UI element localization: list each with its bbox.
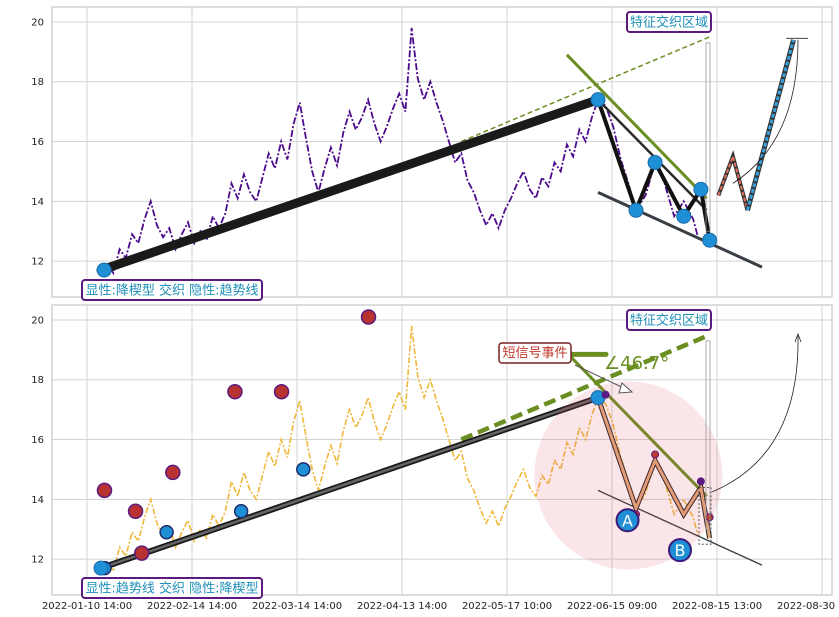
y-tick-label: 20 [31, 315, 44, 326]
signal-marker-red [96, 482, 113, 499]
letter-marker [668, 538, 692, 563]
signal-marker-red [360, 309, 377, 325]
wave-point-marker [651, 450, 660, 459]
bottom-panel: 12 14 16 18 20 2022-01-10 14:00 2022-02-14 14:… [31, 304, 839, 612]
y-tick-label: 20 [31, 17, 44, 28]
x-tick-label: 2022-06-15 09:00 [567, 601, 657, 612]
pivot-marker [702, 232, 718, 248]
forecast-blue [746, 39, 795, 211]
pivot-marker [96, 262, 112, 278]
feature-region-box [626, 11, 712, 33]
letter-marker-label: A [622, 511, 633, 530]
upper-wedge-line [565, 53, 708, 200]
dashed-trend-line [460, 332, 711, 442]
lower-boundary-line [597, 191, 763, 269]
signal-marker-red [273, 383, 290, 400]
pattern-label-box [81, 577, 263, 599]
pattern-label: 显性:趋势线 交织 隐性:降楔型 [85, 581, 258, 597]
event-arrow [574, 364, 629, 391]
y-tick-label: 16 [31, 435, 44, 446]
signal-marker-red [134, 545, 150, 561]
forecast-arrow [711, 335, 799, 493]
x-tick-label: 2022-02-14 14:00 [147, 601, 237, 612]
event-label: 短信号事件 [502, 346, 567, 361]
wave-point-marker [601, 390, 610, 399]
x-tick-label: 2022-08-15 13:00 [672, 601, 762, 612]
y-tick-label: 14 [31, 495, 44, 506]
pivot-marker [676, 208, 692, 224]
lower-boundary-line [597, 489, 763, 566]
x-tick-label: 2022-08-30 14:00 [777, 601, 839, 612]
pivot-marker [628, 202, 644, 218]
feature-region-box [626, 309, 712, 331]
wave-zigzag [596, 99, 712, 241]
range-bar [705, 340, 711, 530]
y-tick-label: 18 [31, 77, 44, 88]
pivot-marker [693, 181, 709, 197]
signal-marker-red [227, 383, 243, 400]
forecast-red [717, 153, 749, 211]
y-tick-label: 14 [31, 197, 44, 208]
angle-label: ∠46.7° [604, 353, 669, 374]
x-tick-label: 2022-05-17 10:00 [462, 601, 552, 612]
highlight-region [534, 381, 723, 570]
x-tick-label: 2022-01-10 14:00 [42, 601, 132, 612]
pivot-marker [647, 154, 663, 170]
signal-marker-red [127, 503, 144, 520]
wave-point-marker [696, 477, 705, 486]
x-tick-label: 2022-04-13 14:00 [357, 601, 447, 612]
x-tick-label: 2022-03-14 14:00 [252, 601, 342, 612]
letter-marker [615, 508, 640, 533]
y-tick-label: 18 [31, 375, 44, 386]
pattern-label: 显性:降楔型 交织 隐性:趋势线 [85, 283, 258, 299]
upper-boundary-line [597, 98, 708, 212]
pivot-marker [93, 560, 109, 576]
trend-line-inner [100, 396, 599, 570]
dashed-trend-line [461, 36, 710, 143]
forecast-arrow [732, 39, 799, 184]
pivot-marker [590, 92, 606, 108]
event-arrow-head [618, 382, 634, 394]
letter-marker-label: B [675, 541, 686, 560]
pattern-label-box [81, 279, 263, 301]
range-bar [705, 42, 711, 232]
signal-marker-blue [296, 462, 311, 477]
y-tick-label: 12 [31, 257, 44, 268]
trend-line [96, 95, 603, 275]
range-box [698, 486, 712, 545]
y-tick-label: 12 [31, 555, 44, 566]
y-tick-label: 16 [31, 137, 44, 148]
signal-marker-red [165, 464, 181, 481]
signal-marker-blue [233, 504, 249, 519]
forecast-arrow-head [794, 332, 802, 343]
feature-region-label: 特征交织区域 [630, 15, 708, 31]
signal-marker-blue [159, 524, 174, 540]
upper-wedge-line [565, 351, 708, 498]
feature-region-label: 特征交织区域 [630, 313, 708, 329]
wave-zigzag [596, 397, 712, 539]
event-label-box [498, 342, 572, 364]
